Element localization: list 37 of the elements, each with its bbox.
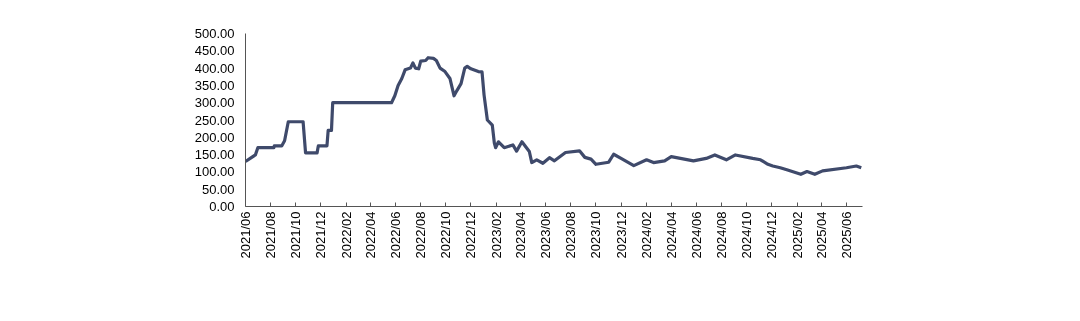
x-tick-label: 2025/06 — [838, 211, 854, 259]
y-tick-label: 400.00 — [194, 60, 235, 76]
y-tick-label: 300.00 — [194, 95, 235, 111]
x-tick-label: 2022/04 — [363, 211, 379, 259]
y-tick-label: 200.00 — [194, 129, 235, 145]
line-series — [245, 56, 863, 176]
x-tick-label: 2025/04 — [813, 211, 829, 259]
x-tick-label: 2022/08 — [413, 211, 429, 259]
x-tick-label: 2024/04 — [663, 211, 679, 259]
x-tick-label: 2024/08 — [713, 211, 729, 259]
x-tick-label: 2021/08 — [263, 211, 279, 259]
y-tick-label: 50.00 — [201, 181, 235, 197]
y-tick-label: 0.00 — [209, 199, 235, 214]
x-tick-label: 2022/06 — [388, 211, 404, 259]
x-tick-label: 2021/06 — [238, 211, 253, 259]
x-tick-label: 2022/10 — [438, 211, 454, 259]
x-tick-label: 2025/02 — [789, 211, 805, 259]
y-tick-label: 450.00 — [194, 43, 235, 59]
x-tick-label: 2024/10 — [739, 211, 754, 259]
x-tick-label: 2022/12 — [463, 211, 479, 259]
x-tick-label: 2024/02 — [639, 211, 655, 259]
x-tick-label: 2023/08 — [563, 211, 579, 259]
x-tick-label: 2024/06 — [688, 211, 704, 259]
y-tick-label: 250.00 — [194, 112, 235, 128]
y-tick-label: 100.00 — [194, 164, 235, 180]
y-tick-label: 150.00 — [194, 147, 235, 163]
x-tick-label: 2023/06 — [538, 211, 554, 259]
y-tick-label: 350.00 — [194, 77, 235, 93]
x-tick-label: 2023/04 — [513, 211, 529, 259]
x-tick-label: 2021/12 — [313, 211, 329, 259]
y-tick-label: 500.00 — [194, 26, 235, 41]
x-tick-label: 2023/12 — [613, 211, 629, 259]
x-tick-label: 2023/02 — [488, 211, 504, 259]
x-tick-label: 2023/10 — [588, 211, 604, 259]
x-tick-label: 2024/12 — [764, 211, 780, 259]
x-tick-label: 2022/02 — [338, 211, 354, 259]
x-tick-label: 2021/10 — [288, 211, 304, 259]
